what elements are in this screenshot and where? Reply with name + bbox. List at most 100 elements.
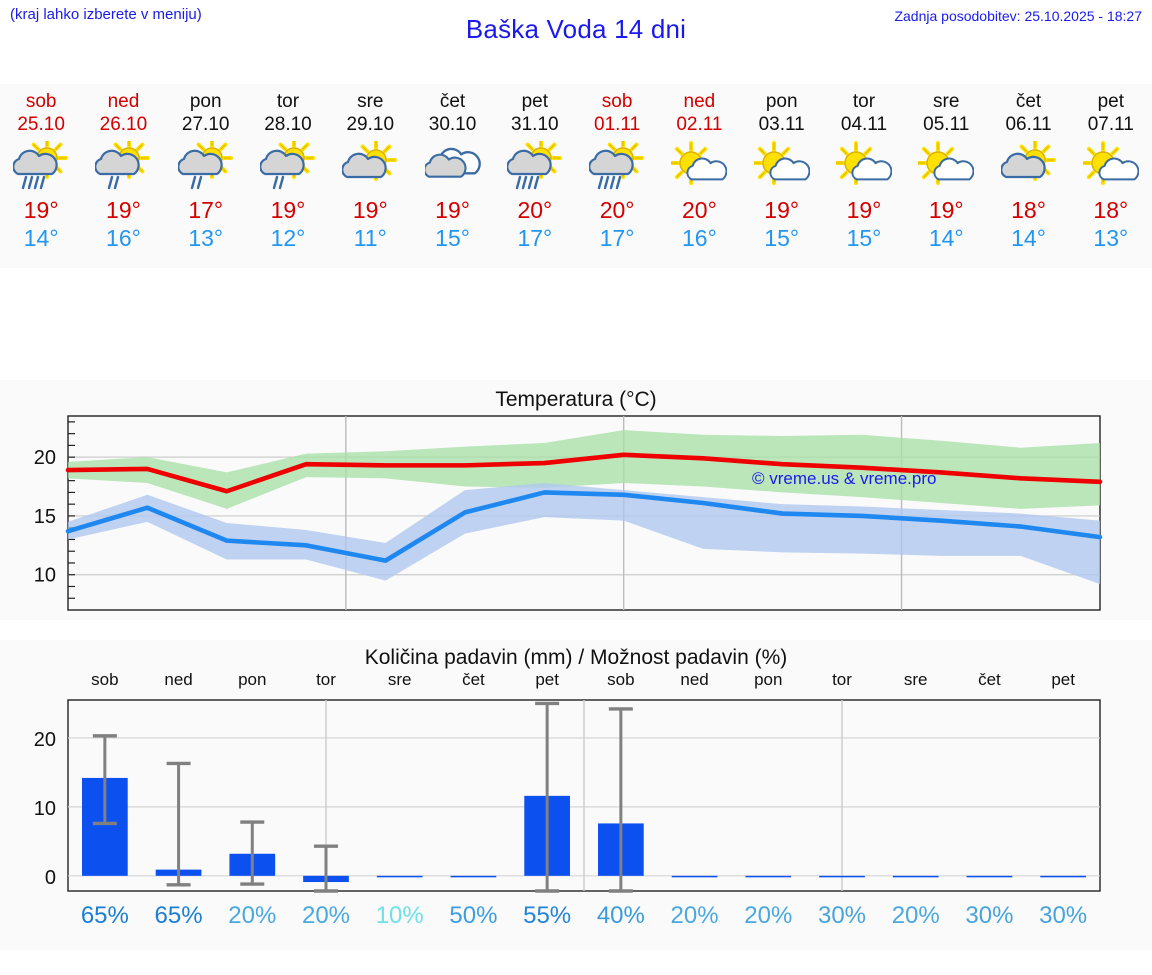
precipitation-probability-label: 20% bbox=[302, 902, 350, 929]
temperature-y-tick-label: 10 bbox=[34, 565, 56, 587]
precipitation-y-tick-label: 20 bbox=[34, 729, 56, 751]
temperature-uncertainty-band bbox=[68, 430, 1100, 509]
precipitation-bar bbox=[966, 875, 1013, 878]
forecast-day-column: ned 02.11 20° 16° bbox=[658, 84, 740, 268]
day-date: 06.11 bbox=[1005, 114, 1052, 135]
forecast-day-column: sob 01.11 20° 17° bbox=[576, 84, 658, 268]
precipitation-bar bbox=[1040, 875, 1086, 878]
day-date: 27.10 bbox=[181, 114, 230, 135]
precipitation-error-bar bbox=[535, 701, 560, 893]
precipitation-probability-label: 55% bbox=[523, 902, 571, 929]
day-name: čet bbox=[1015, 91, 1042, 112]
precipitation-error-bar bbox=[92, 734, 117, 826]
temp-max: 19° bbox=[106, 197, 141, 223]
precipitation-error-bar bbox=[608, 707, 633, 893]
day-name: pet bbox=[521, 91, 549, 112]
precipitation-probability-label: 65% bbox=[155, 902, 203, 929]
day-name: ned bbox=[683, 91, 716, 112]
precipitation-error-bar bbox=[314, 844, 338, 893]
forecast-day-column: pet 07.11 18° 13° bbox=[1070, 84, 1152, 268]
precip-day-label: tor bbox=[832, 670, 852, 689]
temp-min: 15° bbox=[846, 225, 882, 251]
precipitation-y-tick-label: 10 bbox=[34, 798, 56, 820]
forecast-days-strip: sob 25.10 19° 14° ned 26.10 19° 16° pon 27.10 1… bbox=[0, 84, 1152, 268]
temp-max: 17° bbox=[188, 197, 224, 223]
day-date: 28.10 bbox=[264, 114, 312, 135]
forecast-day-column: ned 26.10 19° 16° bbox=[82, 84, 164, 268]
precipitation-probability-label: 20% bbox=[744, 902, 792, 929]
temp-max: 19° bbox=[846, 197, 882, 223]
temp-min: 13° bbox=[188, 225, 224, 251]
temp-min: 14° bbox=[23, 225, 59, 251]
precipitation-bar bbox=[671, 875, 718, 878]
temp-min: 13° bbox=[1093, 225, 1129, 251]
sun-small-cloud-icon bbox=[823, 138, 905, 196]
precipitation-y-tick-label: 0 bbox=[45, 867, 56, 889]
precip-day-label: pet bbox=[1051, 670, 1075, 689]
forecast-day-column: sre 29.10 19° 11° bbox=[329, 84, 411, 268]
day-date: 31.10 bbox=[511, 114, 559, 135]
day-date: 07.11 bbox=[1087, 114, 1134, 135]
temp-max: 19° bbox=[352, 197, 388, 223]
temp-max: 18° bbox=[1011, 197, 1046, 223]
temp-min: 12° bbox=[270, 225, 306, 251]
precipitation-bar bbox=[376, 875, 423, 878]
forecast-day-column: pet 31.10 20° 17° bbox=[494, 84, 576, 268]
precipitation-bar bbox=[745, 875, 792, 878]
precipitation-error-bar bbox=[240, 820, 265, 886]
temp-min: 16° bbox=[682, 225, 717, 251]
day-date: 30.10 bbox=[428, 114, 477, 135]
forecast-day-column: pon 03.11 19° 15° bbox=[741, 84, 823, 268]
temp-min: 14° bbox=[1011, 225, 1046, 251]
day-name: ned bbox=[107, 91, 140, 112]
precip-day-label: pon bbox=[754, 670, 782, 689]
page-header: (kraj lahko izberete v meniju) Baška Vod… bbox=[0, 0, 1152, 62]
temp-max: 20° bbox=[682, 197, 717, 223]
temperature-uncertainty-band bbox=[68, 483, 1100, 585]
day-date: 03.11 bbox=[758, 114, 805, 135]
precipitation-chart: sob ned pon tor sre čet pet sob ned pon tor sre čet p… bbox=[34, 670, 1101, 929]
precipitation-probability-label: 30% bbox=[818, 902, 866, 929]
temperature-y-tick-label: 20 bbox=[34, 447, 56, 469]
day-name: pon bbox=[765, 91, 798, 112]
cloudy-icon bbox=[411, 138, 493, 196]
temp-max: 18° bbox=[1093, 197, 1129, 223]
precip-day-label: čet bbox=[978, 670, 1001, 689]
forecast-day-column: sob 25.10 19° 14° bbox=[0, 84, 82, 268]
temperature-line bbox=[65, 490, 1103, 563]
precipitation-probability-label: 30% bbox=[965, 902, 1013, 929]
day-date: 25.10 bbox=[17, 114, 65, 135]
day-date: 29.10 bbox=[346, 114, 395, 135]
precipitation-panel: Količina padavin (mm) / Možnost padavin … bbox=[0, 640, 1152, 950]
temp-max: 20° bbox=[599, 197, 635, 223]
precip-day-label: sre bbox=[388, 670, 412, 689]
precipitation-probability-label: 65% bbox=[81, 902, 129, 929]
temperature-y-tick-label: 15 bbox=[34, 506, 56, 528]
temp-min: 11° bbox=[353, 225, 387, 251]
temp-max: 19° bbox=[928, 197, 964, 223]
day-name: pon bbox=[189, 91, 222, 112]
precip-day-label: pon bbox=[238, 670, 266, 689]
day-date: 01.11 bbox=[594, 114, 641, 135]
page-title: Baška Voda 14 dni bbox=[465, 14, 687, 44]
menu-hint-text: (kraj lahko izberete v meniju) bbox=[10, 6, 202, 23]
sun-cloud-rain-light-icon bbox=[165, 138, 247, 196]
temp-min: 15° bbox=[435, 225, 470, 251]
temperature-chart: 10 15 20 © vreme.us & vreme.pro bbox=[34, 415, 1103, 611]
forecast-day-column: sre 05.11 19° 14° bbox=[905, 84, 987, 268]
last-updated-text: Zadnja posodobitev: 25.10.2025 - 18:27 bbox=[894, 8, 1142, 24]
day-name: sre bbox=[933, 91, 960, 112]
precipitation-probability-label: 20% bbox=[892, 902, 940, 929]
temp-min: 15° bbox=[764, 225, 800, 251]
temp-max: 19° bbox=[23, 197, 59, 223]
precipitation-bar bbox=[819, 875, 865, 878]
sun-small-cloud-icon bbox=[905, 138, 987, 196]
forecast-day-column: čet 30.10 19° 15° bbox=[411, 84, 493, 268]
precip-day-label: sob bbox=[607, 670, 634, 689]
sun-cloud-rain-heavy-icon bbox=[576, 138, 658, 196]
day-name: sre bbox=[357, 91, 384, 112]
temp-min: 17° bbox=[599, 225, 635, 251]
temp-max: 20° bbox=[517, 197, 553, 223]
day-name: tor bbox=[276, 91, 300, 112]
precipitation-chart-title: Količina padavin (mm) / Možnost padavin … bbox=[364, 646, 788, 669]
